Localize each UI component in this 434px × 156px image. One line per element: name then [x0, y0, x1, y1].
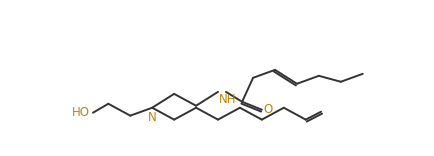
Text: N: N [148, 111, 156, 124]
Text: NH: NH [218, 93, 236, 106]
Text: O: O [263, 103, 273, 116]
Text: HO: HO [72, 106, 90, 119]
